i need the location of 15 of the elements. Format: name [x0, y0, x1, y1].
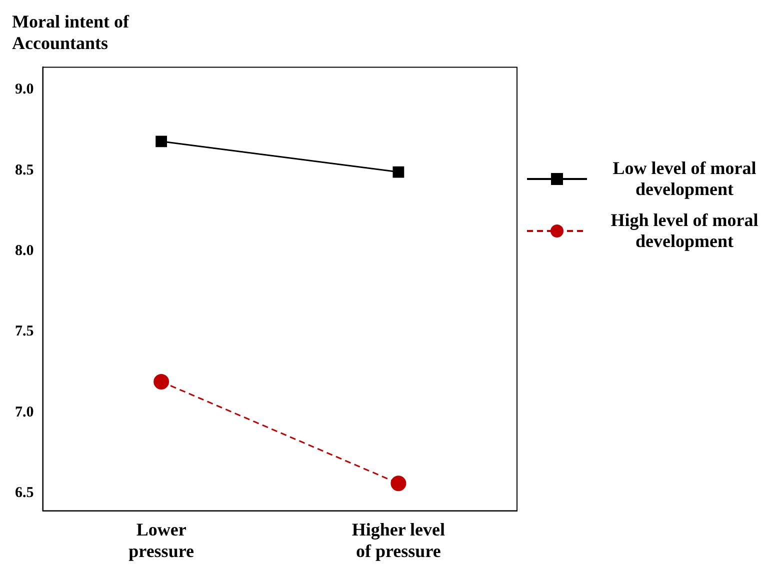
point: [392, 166, 404, 178]
chart-title: Moral intent of Accountants: [12, 11, 130, 54]
y-tick-label: 7.5: [15, 324, 34, 340]
point: [154, 374, 170, 390]
x-tick-label: Lower pressure: [128, 519, 194, 561]
y-tick-label: 6.5: [15, 484, 34, 501]
point: [156, 136, 168, 148]
y-tick-label: 8.0: [15, 242, 34, 259]
y-tick-label: 7.0: [15, 404, 34, 420]
x-tick-label: Higher level of pressure: [352, 519, 446, 561]
y-tick-label: 9.0: [15, 82, 34, 98]
legend-label: High level of moral development: [610, 210, 760, 252]
point: [390, 476, 406, 492]
legend-label: Low level of moral development: [612, 158, 758, 200]
y-tick-label: 8.5: [15, 162, 34, 178]
